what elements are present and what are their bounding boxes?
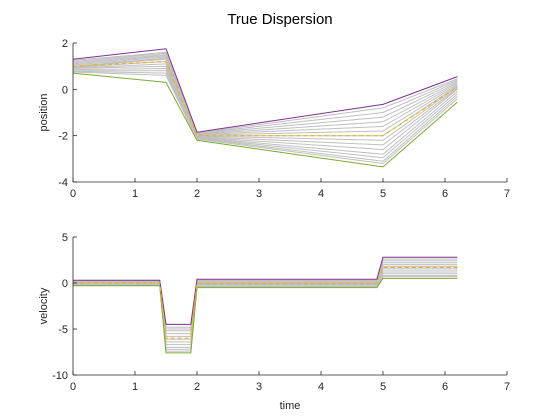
position-plot: 0 1 2 3 4 5 6 7 -4 -2 0 2 position [38, 38, 510, 200]
chart-title: True Dispersion [227, 11, 332, 28]
x-tick-label: 2 [194, 188, 200, 200]
velocity-lines [73, 256, 458, 354]
y-tick-label: -4 [58, 177, 68, 189]
x-tick-label: 1 [132, 381, 138, 393]
x-tick-label: 4 [318, 381, 324, 393]
x-tick-label: 6 [442, 188, 448, 200]
velocity-x-axis-label: time [280, 400, 301, 412]
x-tick-label: 0 [70, 381, 76, 393]
y-tick-label: 0 [62, 84, 68, 96]
x-tick-label: 5 [380, 381, 386, 393]
x-tick-label: 1 [132, 188, 138, 200]
y-tick-label: -2 [58, 131, 68, 143]
x-tick-label: 0 [70, 188, 76, 200]
x-tick-label: 5 [380, 188, 386, 200]
y-tick-label: -10 [52, 370, 68, 382]
x-tick-label: 4 [318, 188, 324, 200]
sample-line [72, 71, 458, 165]
y-tick-label: 5 [62, 232, 68, 244]
y-tick-label: 2 [62, 38, 68, 50]
lower-bound-line [72, 72, 458, 168]
velocity-axes: 0 1 2 3 4 5 6 7 -10 -5 0 5 [52, 232, 510, 393]
x-tick-label: 6 [442, 381, 448, 393]
mean-line [73, 266, 458, 339]
position-y-axis-label: position [38, 94, 50, 132]
y-tick-label: 0 [62, 278, 68, 290]
x-tick-label: 7 [504, 381, 510, 393]
x-tick-label: 2 [194, 381, 200, 393]
position-lines [72, 48, 458, 168]
position-axes: 0 1 2 3 4 5 6 7 -4 -2 0 2 [58, 38, 510, 200]
velocity-y-axis-label: velocity [38, 287, 50, 324]
x-tick-label: 3 [256, 381, 262, 393]
upper-bound-line [72, 48, 458, 133]
x-tick-label: 7 [504, 188, 510, 200]
velocity-plot: 0 1 2 3 4 5 6 7 -10 -5 0 5 velocity time [38, 232, 510, 412]
x-tick-label: 3 [256, 188, 262, 200]
y-tick-label: -5 [58, 324, 68, 336]
